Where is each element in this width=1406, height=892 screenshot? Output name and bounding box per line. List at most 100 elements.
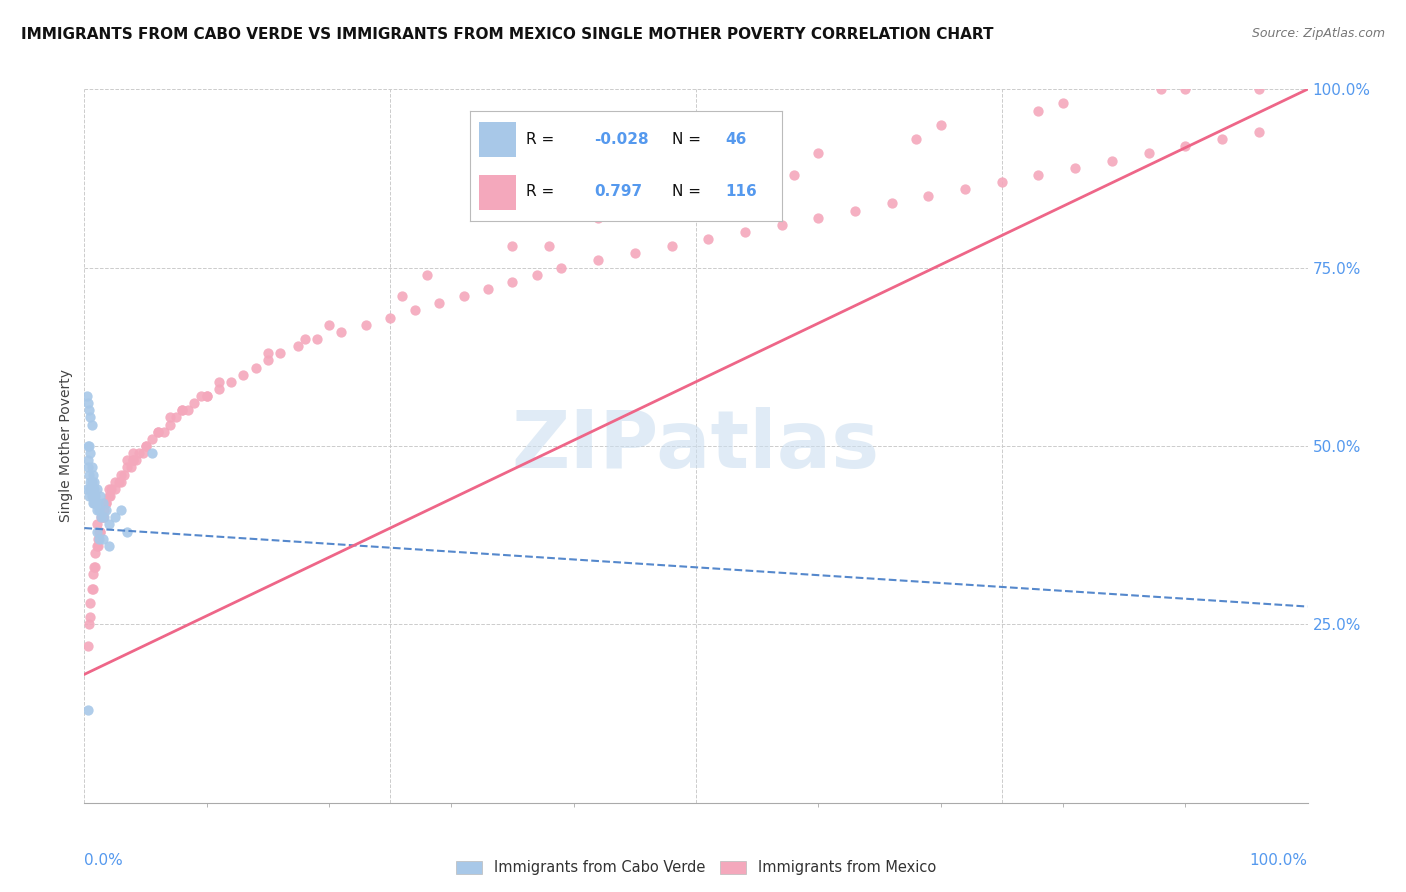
Point [112, 467, 135, 482]
Point [86, 482, 108, 496]
Point [502, 239, 524, 253]
Point [89, 524, 111, 539]
Point [146, 425, 169, 439]
Point [82, 496, 104, 510]
Point [104, 510, 127, 524]
Point [624, 246, 647, 260]
Point [80, 582, 103, 596]
Point [120, 460, 142, 475]
Point [122, 453, 145, 467]
Point [110, 475, 132, 489]
Point [97, 489, 120, 503]
Point [91, 496, 114, 510]
Point [76, 389, 98, 403]
Point [586, 211, 609, 225]
Text: IMMIGRANTS FROM CABO VERDE VS IMMIGRANTS FROM MEXICO SINGLE MOTHER POVERTY CORRE: IMMIGRANTS FROM CABO VERDE VS IMMIGRANTS… [21, 27, 994, 42]
Point [122, 446, 145, 460]
Point [287, 339, 309, 353]
Point [96, 503, 118, 517]
Point [159, 417, 181, 432]
Point [89, 489, 111, 503]
Point [153, 425, 176, 439]
Point [1028, 103, 1050, 118]
Y-axis label: Single Mother Poverty: Single Mother Poverty [59, 369, 73, 523]
Point [502, 275, 524, 289]
Point [354, 318, 377, 332]
Point [550, 260, 572, 275]
Point [195, 389, 218, 403]
Point [146, 425, 169, 439]
Point [232, 368, 254, 382]
Point [427, 296, 450, 310]
Point [79, 410, 101, 425]
Point [245, 360, 267, 375]
Point [269, 346, 291, 360]
Point [195, 389, 218, 403]
Point [91, 532, 114, 546]
Point [294, 332, 316, 346]
Point [82, 567, 104, 582]
Point [305, 332, 328, 346]
Point [93, 503, 115, 517]
Point [208, 375, 231, 389]
Point [98, 489, 121, 503]
Point [132, 446, 155, 460]
Point [83, 560, 105, 574]
Point [91, 510, 114, 524]
Point [141, 446, 163, 460]
Point [807, 146, 830, 161]
Legend: Immigrants from Cabo Verde, Immigrants from Mexico: Immigrants from Cabo Verde, Immigrants f… [450, 855, 942, 881]
Point [79, 446, 101, 460]
Point [177, 403, 200, 417]
Point [1101, 153, 1123, 168]
Point [905, 132, 928, 146]
Point [953, 182, 976, 196]
Point [257, 346, 280, 360]
Point [115, 453, 138, 467]
Point [80, 489, 103, 503]
Point [97, 482, 120, 496]
Point [79, 475, 101, 489]
Point [77, 489, 100, 503]
Point [115, 460, 138, 475]
Point [734, 225, 756, 239]
Point [1247, 125, 1270, 139]
Point [190, 389, 212, 403]
Text: Source: ZipAtlas.com: Source: ZipAtlas.com [1251, 27, 1385, 40]
Point [96, 496, 118, 510]
Point [219, 375, 242, 389]
Point [183, 396, 205, 410]
Point [77, 617, 100, 632]
Point [76, 482, 98, 496]
Point [991, 175, 1014, 189]
Point [94, 496, 117, 510]
Point [100, 482, 122, 496]
Text: ZIPatlas: ZIPatlas [512, 407, 880, 485]
Point [79, 482, 101, 496]
Point [453, 289, 475, 303]
Point [90, 510, 112, 524]
Point [1174, 82, 1197, 96]
Point [1174, 139, 1197, 153]
Point [96, 496, 118, 510]
Point [91, 510, 114, 524]
Point [80, 475, 103, 489]
Point [586, 253, 609, 268]
Point [110, 467, 132, 482]
Point [685, 182, 707, 196]
Point [115, 524, 138, 539]
Point [77, 467, 100, 482]
Point [917, 189, 939, 203]
Point [87, 503, 110, 517]
Point [844, 203, 866, 218]
Point [83, 482, 105, 496]
Point [84, 546, 107, 560]
Point [538, 239, 561, 253]
Point [1137, 146, 1160, 161]
Point [84, 496, 107, 510]
Point [82, 467, 104, 482]
Point [82, 582, 104, 596]
Point [880, 196, 903, 211]
Point [929, 118, 952, 132]
Point [87, 524, 110, 539]
